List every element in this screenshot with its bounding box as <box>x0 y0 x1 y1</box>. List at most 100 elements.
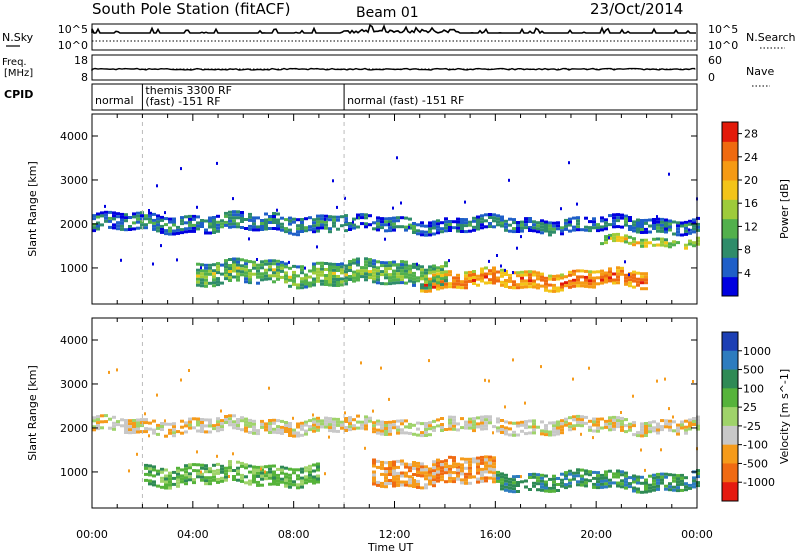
data-cell <box>428 470 432 474</box>
data-cell <box>316 229 320 233</box>
data-cell <box>120 258 122 262</box>
data-cell <box>688 421 692 425</box>
data-cell <box>664 221 668 225</box>
data-cell <box>312 224 316 228</box>
data-cell <box>620 266 624 270</box>
data-cell <box>296 422 300 426</box>
data-cell <box>132 227 136 231</box>
data-cell <box>176 258 178 262</box>
data-cell <box>384 267 388 271</box>
data-cell <box>484 225 488 229</box>
data-cell <box>260 260 264 264</box>
data-cell <box>152 262 154 266</box>
data-cell <box>184 467 188 471</box>
data-cell <box>608 270 612 274</box>
data-cell <box>312 230 316 234</box>
data-cell <box>508 285 512 289</box>
data-cell <box>92 416 96 420</box>
data-cell <box>164 477 168 481</box>
data-cell <box>208 272 212 276</box>
data-cell <box>288 425 292 428</box>
data-cell <box>332 417 336 421</box>
data-cell <box>160 244 162 248</box>
data-cell <box>336 275 340 278</box>
data-cell <box>620 225 624 229</box>
data-cell <box>688 231 692 235</box>
data-cell <box>572 471 576 475</box>
data-cell <box>236 272 240 276</box>
data-cell <box>300 221 304 224</box>
data-cell <box>596 276 600 280</box>
data-cell <box>564 474 568 478</box>
data-cell <box>352 223 356 227</box>
data-cell <box>260 419 264 423</box>
data-cell <box>604 482 608 486</box>
data-cell <box>456 229 460 233</box>
data-cell <box>684 226 688 230</box>
data-cell <box>320 273 324 277</box>
data-cell <box>152 221 156 225</box>
data-cell <box>376 260 380 264</box>
data-cell <box>184 473 188 477</box>
data-cell <box>428 224 432 228</box>
data-cell <box>388 264 392 268</box>
data-cell <box>528 282 532 286</box>
data-cell <box>216 161 218 165</box>
data-cell <box>388 461 392 464</box>
data-cell <box>484 464 488 468</box>
data-cell <box>476 215 480 219</box>
data-cell <box>192 214 196 218</box>
data-cell <box>232 225 236 229</box>
data-cell <box>564 227 568 231</box>
data-cell <box>420 268 424 272</box>
data-cell <box>92 229 96 233</box>
data-cell <box>576 414 580 418</box>
data-cell <box>640 275 644 279</box>
data-cell <box>460 457 464 461</box>
data-cell <box>432 279 436 283</box>
data-cell <box>212 272 216 276</box>
data-cell <box>664 238 668 242</box>
data-cell <box>440 277 444 281</box>
data-cell <box>516 286 520 290</box>
data-cell <box>508 480 512 484</box>
data-cell <box>340 262 344 266</box>
data-cell <box>576 275 580 279</box>
data-cell <box>396 474 400 478</box>
data-cell <box>440 274 444 278</box>
data-cell <box>200 278 204 282</box>
data-cell <box>508 273 512 277</box>
nsky-trace <box>91 24 696 35</box>
data-cell <box>680 473 684 477</box>
data-cell <box>600 417 604 421</box>
data-cell <box>420 465 424 469</box>
data-cell <box>524 220 528 224</box>
data-cell <box>336 420 340 424</box>
nave-label: Nave <box>746 65 774 78</box>
data-cell <box>144 214 148 218</box>
data-cell <box>524 273 528 277</box>
data-cell <box>644 275 648 279</box>
data-cell <box>176 478 180 482</box>
data-cell <box>144 463 148 467</box>
data-cell <box>252 216 256 220</box>
data-cell <box>344 279 348 283</box>
data-cell <box>216 223 220 227</box>
data-cell <box>308 479 312 483</box>
data-cell <box>424 428 428 431</box>
data-cell <box>128 216 132 219</box>
data-cell <box>372 430 376 434</box>
data-cell <box>540 231 544 235</box>
data-cell <box>332 224 336 228</box>
data-cell <box>680 233 684 237</box>
data-cell <box>152 224 156 228</box>
data-cell <box>256 272 260 276</box>
data-cell <box>596 426 600 430</box>
data-cell <box>412 262 416 266</box>
data-cell <box>296 468 300 472</box>
data-cell <box>684 220 688 224</box>
data-cell <box>440 230 444 234</box>
data-cell <box>612 278 616 282</box>
data-cell <box>380 264 384 268</box>
data-cell <box>220 219 224 223</box>
